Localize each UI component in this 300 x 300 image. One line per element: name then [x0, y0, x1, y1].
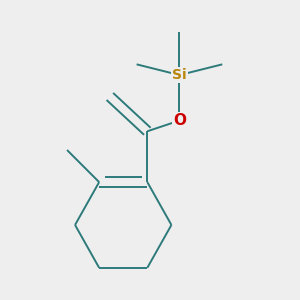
Text: Si: Si [172, 68, 187, 82]
Text: O: O [173, 113, 186, 128]
